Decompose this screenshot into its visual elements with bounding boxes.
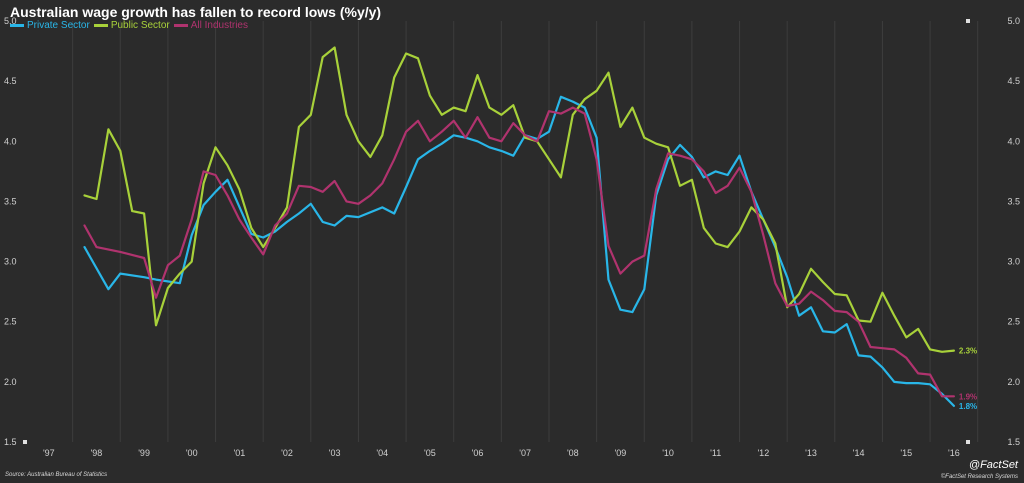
y-tick-label-right: 4.5 bbox=[1007, 76, 1020, 86]
legend-swatch-private bbox=[10, 24, 24, 27]
y-tick-label-left: 5.0 bbox=[4, 16, 17, 26]
end-label: 1.8% bbox=[959, 402, 977, 411]
x-tick-label: '05 bbox=[424, 448, 436, 458]
y-tick-label-right: 3.5 bbox=[1007, 196, 1020, 206]
series-line-all-industries bbox=[83, 106, 956, 398]
source-note: Source: Australian Bureau of Statistics bbox=[5, 472, 108, 478]
x-tick-label: '07 bbox=[519, 448, 531, 458]
y-tick-label-right: 2.0 bbox=[1007, 377, 1020, 387]
series-line-public-sector bbox=[83, 46, 956, 353]
x-tick-label: '00 bbox=[186, 448, 198, 458]
copyright-note: ©FactSet Research Systems bbox=[940, 474, 1018, 480]
legend: Private Sector Public Sector All Industr… bbox=[10, 20, 248, 31]
y-tick-label-left: 4.5 bbox=[4, 76, 17, 86]
series-line-private-sector bbox=[83, 95, 956, 407]
y-tick-label-right: 4.0 bbox=[1007, 136, 1020, 146]
end-label: 1.9% bbox=[959, 392, 977, 401]
x-tick-label: '15 bbox=[900, 448, 912, 458]
grid-lines bbox=[72, 21, 979, 442]
legend-swatch-public bbox=[93, 24, 108, 27]
y-tick-label-right: 3.0 bbox=[1007, 257, 1020, 267]
y-tick-label-left: 2.0 bbox=[4, 377, 17, 387]
legend-item-private-sector[interactable]: Private Sector bbox=[10, 20, 90, 31]
x-tick-label: '01 bbox=[233, 448, 245, 458]
legend-label-all: All Industries bbox=[190, 20, 248, 31]
x-tick-label: '11 bbox=[710, 448, 721, 458]
corner-marker bbox=[966, 440, 970, 444]
axes: '97 '98 '99 '00 '01 '02 '03 '04 '05 '06 '07 '08 '09 '… bbox=[4, 16, 1020, 458]
end-label: 2.3% bbox=[959, 347, 977, 356]
chart-title: Australian wage growth has fallen to rec… bbox=[10, 4, 382, 20]
y-tick-label-right: 1.5 bbox=[1007, 437, 1020, 447]
y-tick-label-left: 3.5 bbox=[4, 196, 17, 206]
x-tick-label: '08 bbox=[567, 448, 579, 458]
x-tick-label: '14 bbox=[853, 448, 865, 458]
y-tick-label-left: 2.5 bbox=[4, 317, 17, 327]
x-tick-label: '16 bbox=[948, 448, 960, 458]
x-tick-label: '99 bbox=[138, 448, 150, 458]
end-labels: 1.8% 2.3% 1.9% bbox=[959, 347, 977, 411]
y-tick-label-right: 2.5 bbox=[1007, 317, 1020, 327]
x-tick-label: '97 bbox=[43, 448, 55, 458]
legend-swatch-all bbox=[173, 24, 188, 27]
y-tick-label-left: 3.0 bbox=[4, 257, 17, 267]
x-tick-label: '04 bbox=[376, 448, 388, 458]
corner-marker bbox=[23, 440, 27, 444]
corner-marker bbox=[966, 19, 970, 23]
x-tick-label: '13 bbox=[805, 448, 817, 458]
brand-mark: @FactSet bbox=[968, 459, 1018, 471]
legend-label-private: Private Sector bbox=[27, 20, 90, 31]
x-tick-label: '06 bbox=[472, 448, 484, 458]
legend-item-all-industries[interactable]: All Industries bbox=[173, 20, 248, 31]
data-series bbox=[83, 46, 956, 407]
x-tick-label: '98 bbox=[91, 448, 103, 458]
x-tick-label: '02 bbox=[281, 448, 293, 458]
legend-label-public: Public Sector bbox=[110, 20, 170, 31]
y-tick-label-left: 4.0 bbox=[4, 136, 17, 146]
x-tick-label: '09 bbox=[615, 448, 627, 458]
x-tick-label: '12 bbox=[757, 448, 769, 458]
y-tick-label-left: 1.5 bbox=[4, 437, 17, 447]
x-tick-label: '10 bbox=[662, 448, 674, 458]
y-tick-label-right: 5.0 bbox=[1007, 16, 1020, 26]
legend-item-public-sector[interactable]: Public Sector bbox=[93, 20, 170, 31]
x-tick-label: '03 bbox=[329, 448, 341, 458]
